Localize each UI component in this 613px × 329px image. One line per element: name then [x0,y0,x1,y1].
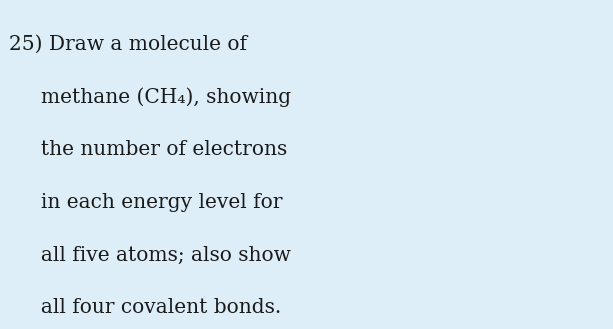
Text: 25) Draw a molecule of: 25) Draw a molecule of [9,35,247,54]
Text: all four covalent bonds.: all four covalent bonds. [9,298,281,317]
Text: in each energy level for: in each energy level for [9,193,283,212]
Text: methane (CH₄), showing: methane (CH₄), showing [9,87,291,107]
Text: all five atoms; also show: all five atoms; also show [9,245,291,265]
Text: the number of electrons: the number of electrons [9,140,287,159]
